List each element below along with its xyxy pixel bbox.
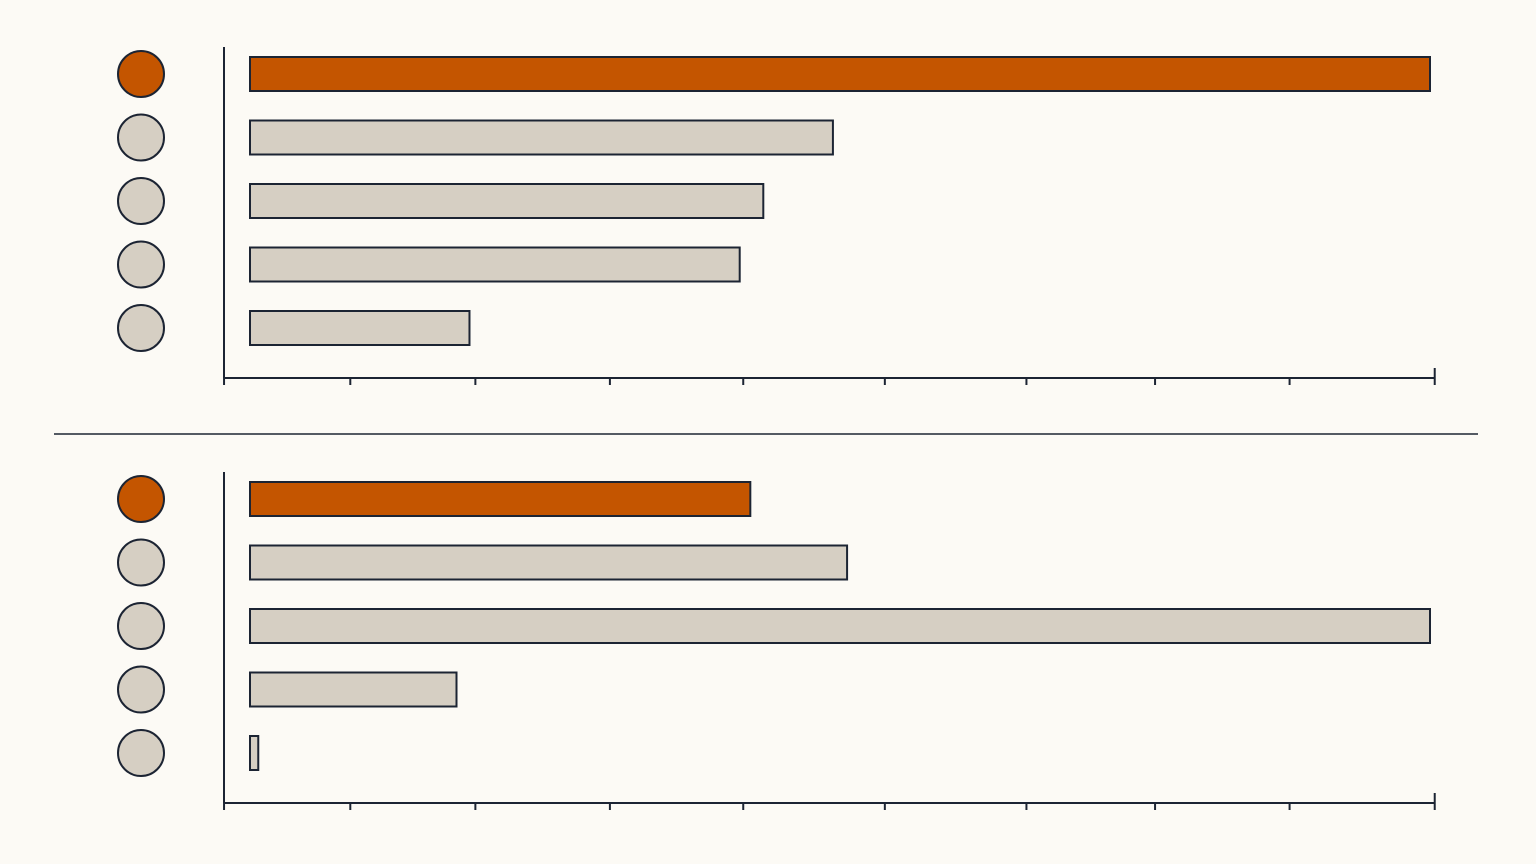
bar: [249, 56, 1431, 92]
category-marker: [117, 665, 165, 714]
category-marker: [117, 240, 165, 289]
bar: [249, 246, 741, 283]
category-marker: [117, 602, 165, 650]
category-marker: [117, 304, 165, 352]
category-marker: [117, 475, 165, 523]
bar: [249, 481, 752, 517]
category-marker: [117, 538, 165, 587]
category-marker: [117, 50, 165, 98]
category-marker: [117, 113, 165, 162]
bar: [249, 671, 458, 708]
bar: [249, 735, 260, 771]
bar: [249, 608, 1431, 644]
bar: [249, 119, 834, 156]
category-marker: [117, 177, 165, 225]
bar: [249, 310, 471, 346]
bar: [249, 183, 765, 219]
bar: [249, 544, 849, 581]
category-marker: [117, 729, 165, 777]
